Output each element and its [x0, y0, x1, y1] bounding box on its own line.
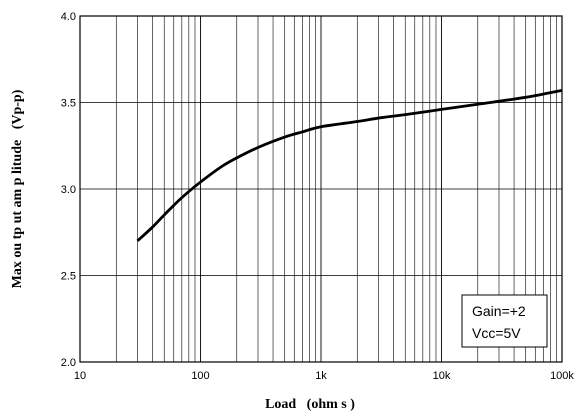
annotation-box	[461, 294, 548, 348]
x-axis-title: Load (ohm s )	[265, 397, 355, 412]
series-group	[136, 89, 563, 242]
annotation-line-vcc: Vcc=5V	[472, 325, 521, 341]
annotation-box-group: Gain=+2 Vcc=5V	[461, 294, 548, 348]
series-line-0	[136, 89, 563, 242]
y-tick-label: 3.0	[61, 184, 76, 196]
plot-border	[79, 15, 563, 363]
x-tick-labels: 10 100 1k 10k 100k	[74, 370, 575, 382]
y-tick-label: 2.0	[61, 357, 76, 369]
x-tick-label: 100	[191, 370, 209, 382]
y-tick-label: 4.0	[61, 11, 76, 23]
annotation-line-gain: Gain=+2	[472, 303, 526, 319]
y-tick-label: 3.5	[61, 98, 76, 110]
y-tick-label: 2.5	[61, 271, 76, 283]
y-tick-labels: 2.0 2.5 3.0 3.5 4.0	[61, 11, 76, 369]
x-tick-label: 100k	[550, 370, 574, 382]
x-tick-label: 10	[74, 370, 86, 382]
x-tick-label: 1k	[315, 370, 327, 382]
x-tick-label: 10k	[433, 370, 451, 382]
y-axis-title: Max ou tp ut am p litude (Vp-p)	[10, 89, 25, 288]
